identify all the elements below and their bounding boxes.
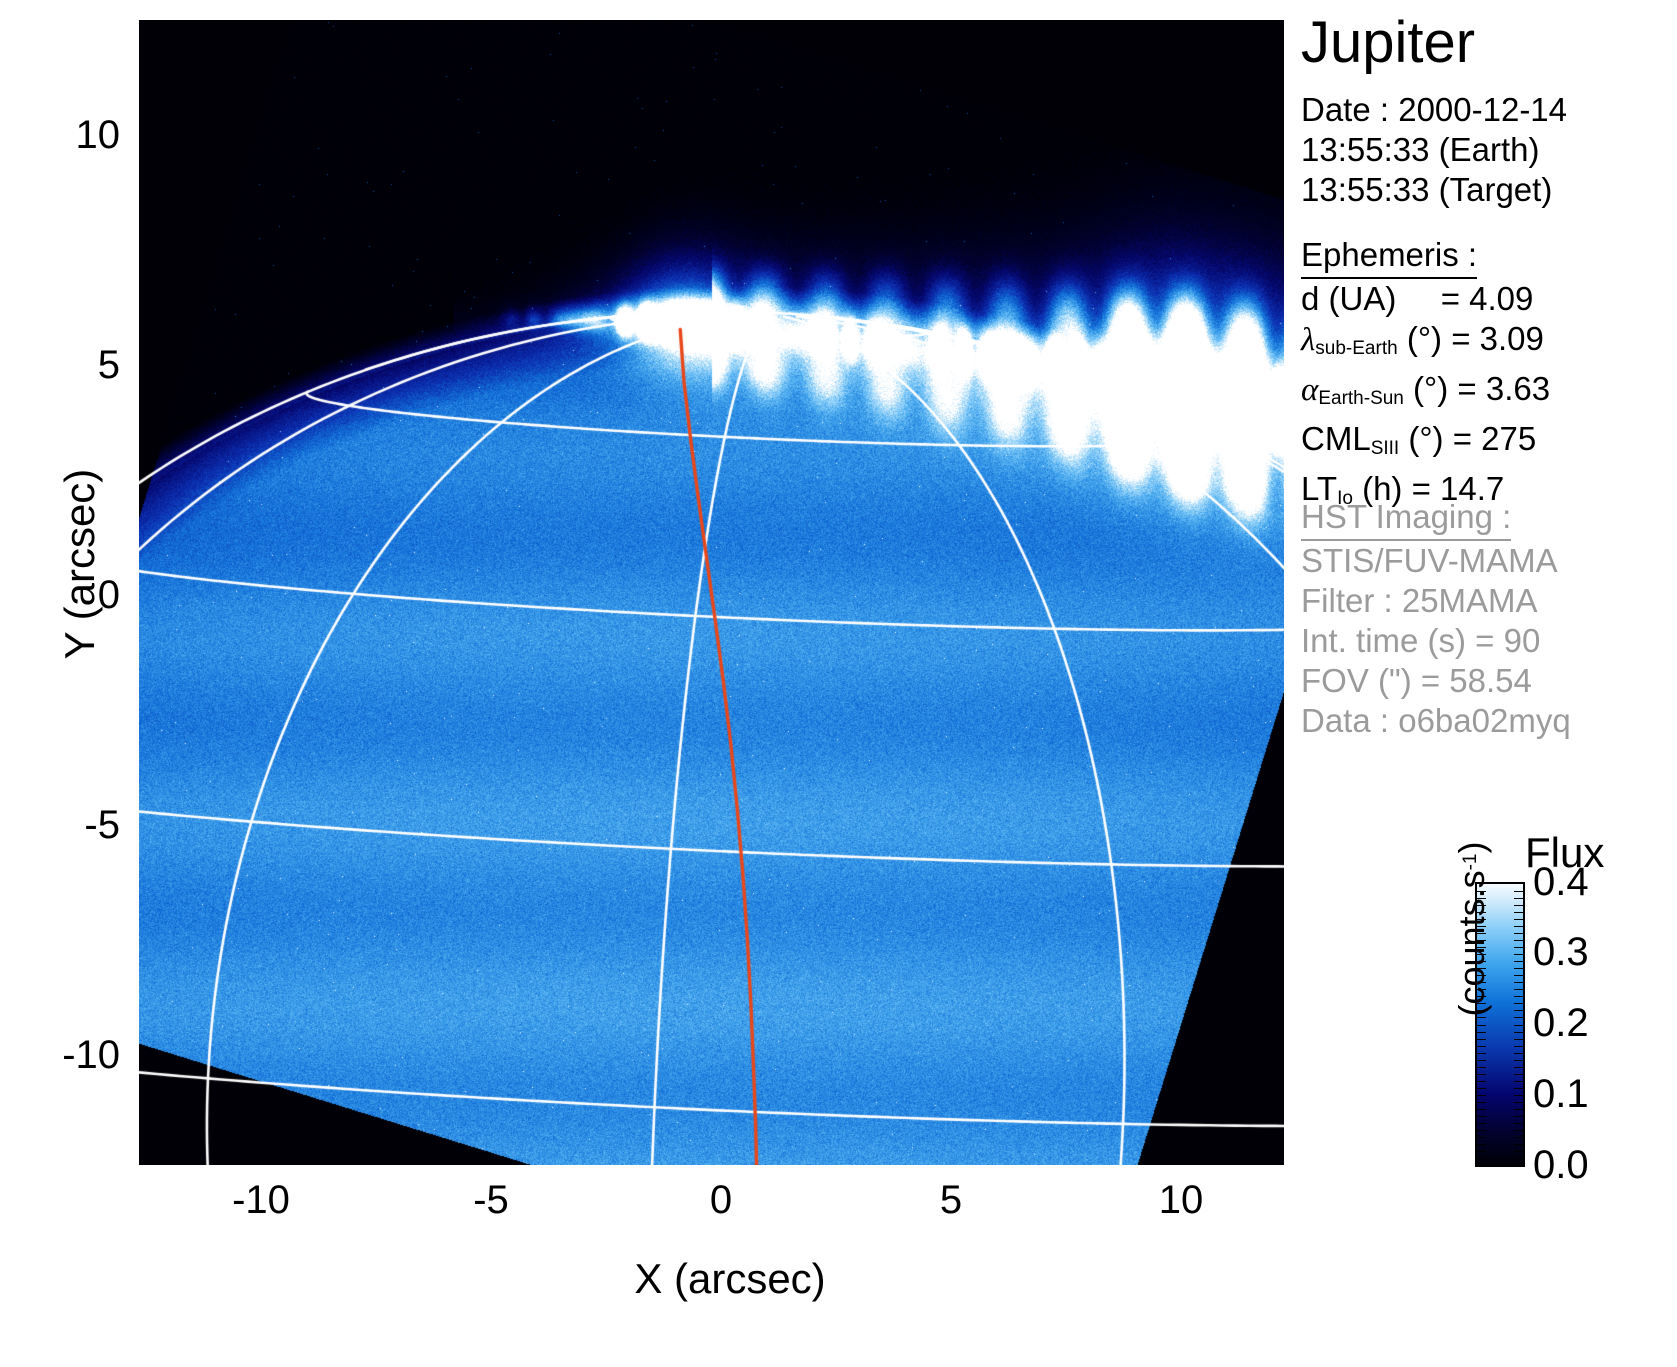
image-plot-area <box>139 20 1284 1165</box>
ephemeris-distance-row: d (UA) = 4.09 <box>1301 279 1677 319</box>
y-tick-m10: -10 <box>62 1033 120 1077</box>
colorbar-title: Flux <box>1525 829 1605 876</box>
alpha-value: = 3.63 <box>1457 370 1551 407</box>
y-tick-5: 5 <box>97 343 120 387</box>
colorbar-unit-exponent: -1 <box>1460 853 1481 871</box>
lt-value: = 14.7 <box>1411 470 1505 507</box>
colorbar-tick-02: 0.2 <box>1533 1001 1589 1045</box>
observation-time-target: 13:55:33 (Target) <box>1301 171 1553 208</box>
flux-colorbar <box>1475 882 1525 1167</box>
hst-fov: FOV (") = 58.54 <box>1301 662 1532 699</box>
y-tick-0: 0 <box>97 573 120 617</box>
x-tick-10: 10 <box>1158 1178 1204 1222</box>
hst-header: HST Imaging : <box>1301 497 1512 541</box>
lt-label: LT <box>1301 470 1338 507</box>
colorbar-tick-04: 0.4 <box>1533 860 1589 904</box>
cml-unit: (°) <box>1408 420 1444 457</box>
cml-subscript: SIII <box>1370 438 1400 459</box>
ephemeris-distance-label: d (UA) <box>1301 280 1397 317</box>
jupiter-aurora-image <box>139 20 1284 1165</box>
hst-filter: Filter : 25MAMA <box>1301 582 1538 619</box>
sub-earth-unit: (°) <box>1406 320 1443 357</box>
y-tick-10: 10 <box>75 113 121 157</box>
metadata-panel: Jupiter Date : 2000-12-14 13:55:33 (Eart… <box>1299 0 1677 1367</box>
ephemeris-lt-io-row: LTIo (h) = 14.7 <box>1301 469 1677 519</box>
ephemeris-header: Ephemeris : <box>1301 235 1478 279</box>
cml-value: = 275 <box>1452 420 1537 457</box>
observation-block: Date : 2000-12-14 13:55:33 (Earth) 13:55… <box>1301 90 1677 210</box>
target-title: Jupiter <box>1301 10 1476 75</box>
lt-unit: (h) <box>1362 470 1403 507</box>
observation-time-earth: 13:55:33 (Earth) <box>1301 131 1540 168</box>
sub-earth-value: = 3.09 <box>1451 320 1544 357</box>
hst-instrument: STIS/FUV-MAMA <box>1301 542 1558 579</box>
y-tick-m5: -5 <box>84 803 120 847</box>
x-tick-m10: -10 <box>232 1178 290 1222</box>
colorbar-tick-01: 0.1 <box>1533 1072 1589 1116</box>
ephemeris-block: Ephemeris : d (UA) = 4.09 λsub-Earth (°)… <box>1301 235 1677 519</box>
y-axis-title: Y (arcsec) <box>56 468 103 660</box>
hst-imaging-block: HST Imaging : STIS/FUV-MAMA Filter : 25M… <box>1301 497 1677 741</box>
x-tick-0: 0 <box>709 1178 733 1222</box>
cml-label: CML <box>1301 420 1371 457</box>
colorbar-axis-title: (counts.s-1) <box>1451 789 1493 1069</box>
ephemeris-phase-angle-row: αEarth-Sun (°) = 3.63 <box>1301 369 1677 419</box>
hst-data-id: Data : o6ba02myq <box>1301 702 1571 739</box>
x-axis-title: X (arcsec) <box>634 1255 826 1302</box>
lambda-symbol: λ <box>1301 322 1316 358</box>
alpha-unit: (°) <box>1413 370 1449 407</box>
sub-earth-subscript: sub-Earth <box>1315 338 1398 359</box>
ephemeris-distance-value: = 4.09 <box>1440 280 1534 317</box>
ephemeris-cml-row: CMLSIII (°) = 275 <box>1301 419 1677 469</box>
colorbar-unit-pre: (counts.s <box>1451 870 1492 1017</box>
colorbar-tick-00: 0.0 <box>1533 1143 1589 1187</box>
x-tick-m5: -5 <box>473 1178 509 1222</box>
observation-date: Date : 2000-12-14 <box>1301 91 1568 128</box>
lt-subscript: Io <box>1337 488 1353 509</box>
alpha-subscript: Earth-Sun <box>1318 388 1404 409</box>
ephemeris-sub-earth-row: λsub-Earth (°) = 3.09 <box>1301 319 1677 369</box>
hst-int-time: Int. time (s) = 90 <box>1301 622 1541 659</box>
x-tick-5: 5 <box>939 1178 963 1222</box>
colorbar-tick-03: 0.3 <box>1533 930 1589 974</box>
alpha-symbol: α <box>1301 372 1319 408</box>
colorbar-unit-post: ) <box>1451 841 1492 854</box>
